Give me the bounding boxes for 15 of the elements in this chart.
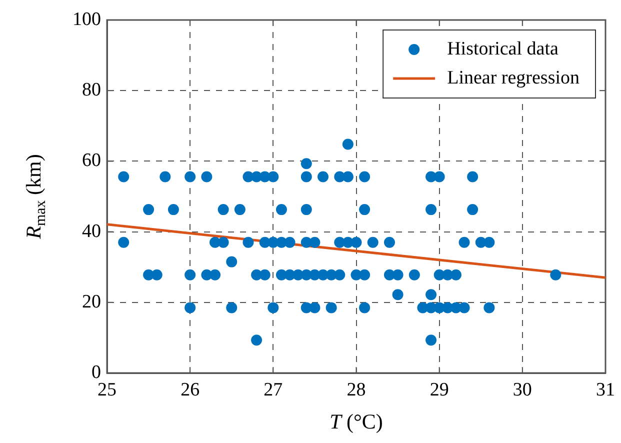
x-tick-label: 26 [180, 379, 200, 400]
x-tick-label: 30 [512, 379, 532, 400]
y-tick-label: 60 [82, 150, 101, 172]
y-tick-label: 20 [82, 291, 101, 312]
x-axis-title: T (°C) [330, 410, 383, 434]
y-axis-title: Rmax (km) [22, 154, 50, 240]
legend-label: Historical data [447, 38, 559, 60]
y-tick-label: 40 [82, 220, 101, 242]
y-tick-label: 80 [82, 80, 101, 101]
x-tick-label: 28 [346, 379, 366, 400]
x-tick-label: 31 [596, 379, 615, 400]
x-tick-label: 27 [264, 379, 283, 400]
y-tick-label: 100 [72, 8, 101, 30]
x-tick-label: 29 [430, 379, 449, 400]
legend-label: Linear regression [447, 67, 580, 88]
